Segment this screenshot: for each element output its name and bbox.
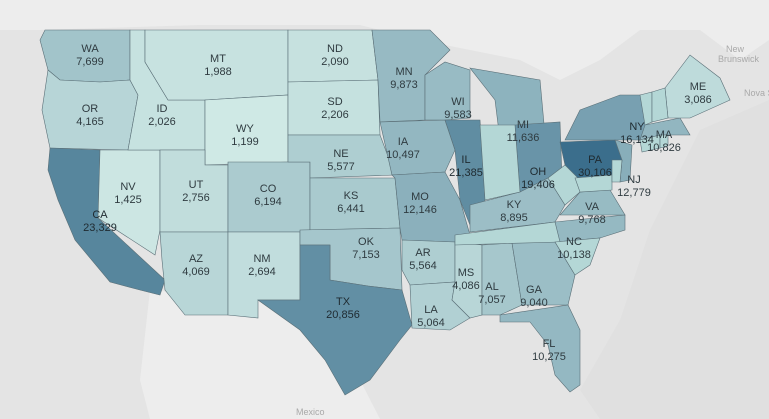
state-label-fl: FL: [543, 338, 556, 350]
state-value-me: 3,086: [684, 94, 712, 106]
state-value-nc: 10,138: [557, 249, 591, 261]
state-label-wy: WY: [236, 123, 254, 135]
state-label-ia: IA: [398, 136, 409, 148]
canada-landmass: [0, 0, 769, 80]
state-value-oh: 19,406: [521, 179, 555, 191]
state-label-ks: KS: [344, 190, 359, 202]
mexico-label: Mexico: [296, 407, 325, 417]
state-ma[interactable]: [639, 117, 691, 141]
state-label-ky: KY: [507, 199, 522, 211]
state-value-ut: 2,756: [182, 192, 210, 204]
state-value-mi: 11,636: [507, 132, 540, 144]
state-label-mi: MI: [517, 119, 529, 131]
state-value-ok: 7,153: [352, 249, 380, 261]
state-label-wi: WI: [451, 96, 464, 108]
state-tx[interactable]: [257, 244, 413, 396]
state-value-nj: 12,779: [617, 187, 651, 199]
state-label-al: AL: [485, 281, 498, 293]
state-label-nv: NV: [120, 181, 136, 193]
state-label-ok: OK: [358, 236, 375, 248]
state-value-ga: 9,040: [520, 297, 548, 309]
state-value-pa: 30,106: [578, 167, 612, 179]
state-label-nd: ND: [327, 43, 343, 55]
atlantic-coast-land: [580, 100, 769, 419]
state-label-ga: GA: [526, 284, 543, 296]
state-in[interactable]: [479, 124, 521, 201]
state-value-ar: 5,564: [409, 260, 437, 272]
state-value-az: 4,069: [182, 266, 210, 278]
state-label-oh: OH: [530, 166, 547, 178]
state-value-wa: 7,699: [76, 56, 104, 68]
state-label-id: ID: [157, 103, 168, 115]
state-label-il: IL: [461, 154, 470, 166]
state-value-ia: 10,497: [386, 149, 420, 161]
state-value-mt: 1,988: [204, 66, 232, 78]
state-label-mo: MO: [411, 191, 429, 203]
state-label-me: ME: [690, 81, 707, 93]
state-label-nc: NC: [566, 236, 582, 248]
state-value-ma: 10,826: [647, 142, 681, 154]
state-label-sd: SD: [327, 96, 342, 108]
state-value-nv: 1,425: [114, 194, 142, 206]
state-md[interactable]: [574, 174, 613, 193]
state-label-tx: TX: [336, 296, 351, 308]
state-label-mt: MT: [210, 53, 226, 65]
nova-scotia-label: Nova S: [744, 88, 769, 98]
state-label-ar: AR: [415, 247, 430, 259]
state-label-pa: PA: [588, 154, 603, 166]
state-label-ne: NE: [333, 148, 348, 160]
state-value-ca: 23,329: [83, 222, 117, 234]
state-label-ny: NY: [629, 121, 645, 133]
state-label-mn: MN: [395, 66, 412, 78]
state-value-ny: 16,134: [620, 134, 654, 146]
state-value-sd: 2,206: [321, 109, 349, 121]
state-value-ms: 4,086: [452, 280, 480, 292]
mexico-landmass: [140, 290, 380, 419]
state-label-la: LA: [424, 304, 438, 316]
state-ri[interactable]: [659, 134, 669, 149]
state-regions: [39, 29, 731, 396]
state-mt[interactable]: [144, 29, 289, 101]
state-value-ks: 6,441: [337, 203, 365, 215]
state-nh[interactable]: [651, 87, 669, 123]
state-value-tx: 20,856: [326, 309, 360, 321]
state-value-wi: 9,583: [444, 109, 472, 121]
state-nj[interactable]: [614, 139, 633, 183]
state-fl[interactable]: [499, 304, 581, 393]
state-label-az: AZ: [189, 253, 203, 265]
state-value-al: 7,057: [478, 294, 506, 306]
state-sc[interactable]: [554, 237, 601, 276]
state-wi[interactable]: [424, 61, 471, 121]
state-value-wy: 1,199: [231, 136, 259, 148]
state-value-or: 4,165: [76, 116, 104, 128]
state-label-ca: CA: [92, 209, 108, 221]
state-value-va: 9,768: [578, 214, 606, 226]
state-ia[interactable]: [379, 119, 456, 176]
state-label-or: OR: [82, 103, 99, 115]
state-value-ky: 8,895: [500, 212, 528, 224]
state-label-ut: UT: [189, 179, 204, 191]
state-value-co: 6,194: [254, 196, 282, 208]
state-value-mo: 12,146: [403, 204, 437, 216]
state-value-mn: 9,873: [390, 79, 418, 91]
new-brunswick-label: New Brunswick: [718, 44, 760, 64]
state-label-wa: WA: [81, 43, 99, 55]
state-value-ne: 5,577: [327, 161, 355, 173]
state-de[interactable]: [611, 159, 623, 183]
state-labels: WA7,699OR4,165CA23,329NV1,425ID2,026MT1,…: [76, 43, 712, 363]
state-label-nj: NJ: [627, 174, 640, 186]
state-label-co: CO: [260, 183, 277, 195]
state-label-va: VA: [585, 201, 600, 213]
state-value-il: 21,385: [449, 167, 483, 179]
state-value-id: 2,026: [148, 116, 176, 128]
state-label-nm: NM: [253, 253, 270, 265]
state-value-la: 5,064: [417, 317, 445, 329]
state-label-ma: MA: [656, 129, 673, 141]
state-value-fl: 10,275: [532, 351, 566, 363]
state-value-nd: 2,090: [321, 56, 349, 68]
state-label-ms: MS: [458, 267, 475, 279]
state-value-nm: 2,694: [248, 266, 276, 278]
